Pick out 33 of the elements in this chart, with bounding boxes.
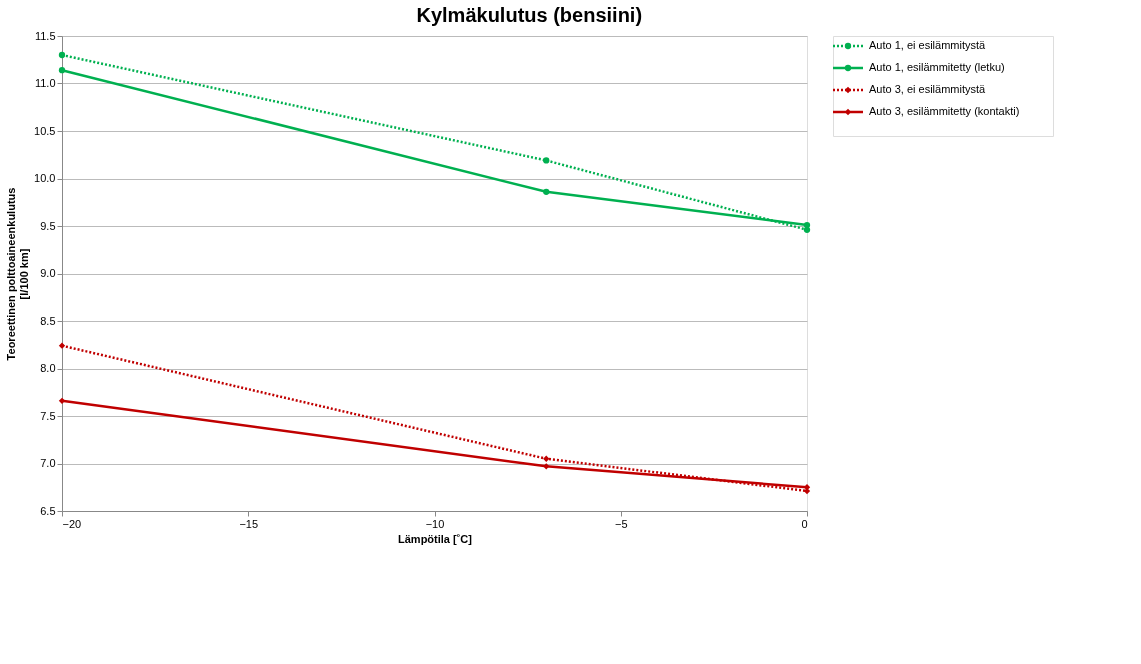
x-tick-label: 0 (801, 517, 808, 530)
legend-label: Auto 1, ei esilämmitystä (869, 39, 987, 51)
x-tick-label: −15 (239, 517, 259, 530)
point (58, 51, 66, 59)
point (543, 188, 550, 195)
y-tick-label: 11.0 (34, 77, 56, 89)
y-tick-label: 6.5 (40, 504, 56, 517)
point (543, 463, 550, 470)
y-tick-label: 11.5 (34, 29, 56, 42)
legend-label: Auto 3, ei esilämmitystä (869, 83, 987, 95)
x-axis-title: Lämpötila [˚C] (398, 532, 473, 545)
y-tick-label: 8.5 (40, 314, 56, 327)
y-tick-label: 10.0 (34, 172, 56, 184)
legend-label: Auto 1, esilämmitetty (letku) (869, 61, 1005, 73)
y-tick-label: 8.0 (40, 362, 56, 374)
y-tick-label: 10.5 (34, 124, 56, 137)
chart-title: Kylmäkulutus (bensiini) (416, 3, 643, 26)
y-tick-label: 9.5 (40, 219, 56, 232)
point (543, 455, 550, 462)
y-tick-label: 7.5 (40, 409, 56, 422)
x-tick-label: −10 (425, 517, 445, 530)
point (58, 67, 66, 74)
y-axis-title: Teoreettinen polttoaineenkulutus [l/100 km] (5, 187, 31, 361)
y-tick-label: 7.0 (40, 457, 56, 469)
point (543, 157, 550, 164)
point (803, 484, 811, 491)
x-tick-label: −5 (614, 517, 628, 530)
x-tick-label: −20 (62, 517, 82, 530)
point (58, 397, 66, 404)
y-tick-label: 9.0 (40, 267, 56, 279)
point (58, 342, 66, 349)
legend-label: Auto 3, esilämmitetty (kontakti) (869, 105, 1020, 117)
point (803, 221, 811, 229)
